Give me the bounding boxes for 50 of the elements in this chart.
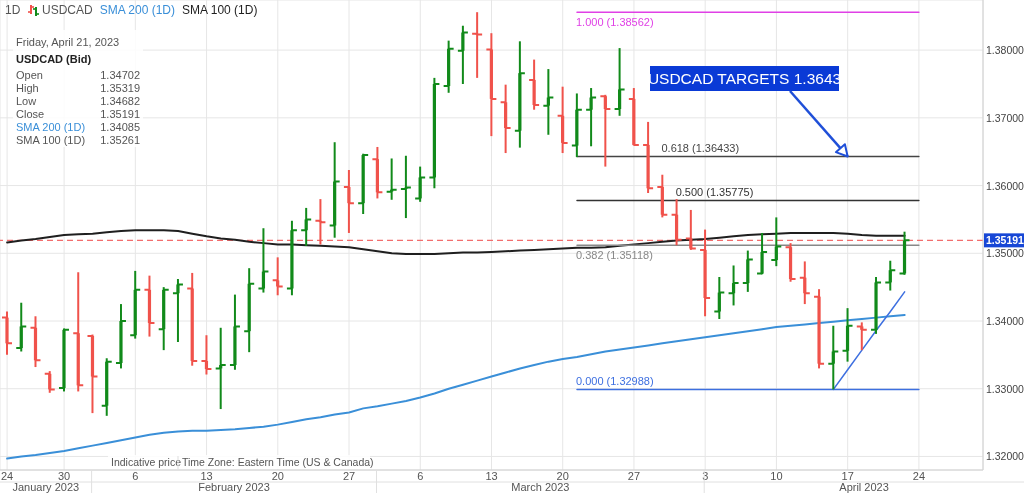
- chart-title: 1D: [5, 3, 21, 17]
- annotation: SMA 200 (1D): [16, 121, 86, 133]
- x-tick-label: 27: [627, 470, 641, 482]
- annotation: 0.000 (1.32988): [575, 375, 654, 388]
- annotation: 1.000 (1.38562): [575, 16, 654, 29]
- text: SMA 200 (1D): [99, 3, 176, 17]
- text: March 2023: [511, 481, 570, 493]
- annotation: Open: [16, 69, 43, 81]
- text: SMA 100 (1D): [182, 3, 258, 17]
- annotation: Time Zone: Eastern Time (US & Canada): [182, 456, 374, 468]
- y-tick-label: 1.34000: [986, 315, 1024, 328]
- x-tick-label: 3: [702, 470, 709, 482]
- annotation: 1.34702: [100, 69, 140, 81]
- x-tick-label: 24: [1, 470, 14, 482]
- legend-label: USDCAD: [41, 3, 93, 17]
- annotation: 1.35191: [100, 108, 140, 120]
- annotation: 0.618 (1.36433): [661, 142, 740, 155]
- annotation: Indicative price: [111, 456, 182, 468]
- annotation: 0.500 (1.35775): [675, 186, 754, 199]
- annotation: USDCAD (Bid): [16, 53, 92, 65]
- x-tick-label: 6: [132, 470, 139, 482]
- text: January 2023: [12, 481, 80, 493]
- x-tick-label: 24: [912, 470, 926, 482]
- x-tick-label: 27: [342, 470, 356, 482]
- y-tick-label: 1.36000: [986, 179, 1024, 192]
- annotation: 1.35261: [100, 134, 140, 146]
- annotation: 1.34085: [100, 121, 140, 133]
- annotation: 1.35319: [100, 82, 140, 94]
- annotation: Close: [16, 108, 45, 120]
- annotation: 0.382 (1.35118): [575, 249, 653, 262]
- y-tick-label: 1.33000: [986, 382, 1024, 395]
- annotation: High: [16, 82, 39, 94]
- annotation: SMA 100 (1D): [16, 134, 86, 146]
- x-tick-label: 13: [485, 470, 498, 482]
- text: February 2023: [198, 481, 270, 493]
- annotation: Low: [16, 95, 37, 107]
- x-tick-label: 13: [200, 470, 213, 482]
- x-tick-label: 6: [417, 470, 424, 482]
- annotation: 1.34682: [100, 95, 140, 107]
- x-tick-label: 20: [271, 470, 284, 482]
- x-tick-label: 20: [556, 470, 569, 482]
- y-tick-label: 1.37000: [986, 111, 1024, 124]
- x-tick-label: 17: [841, 470, 854, 482]
- x-tick-label: 30: [57, 470, 71, 482]
- y-tick-label: 1.35000: [986, 247, 1024, 260]
- annotation: Friday, April 21, 2023: [16, 36, 120, 48]
- x-tick-label: 10: [770, 470, 783, 482]
- y-tick-label: 1.38000: [986, 44, 1024, 57]
- y-tick-label: 1.32000: [986, 450, 1024, 463]
- text: April 2023: [839, 481, 889, 493]
